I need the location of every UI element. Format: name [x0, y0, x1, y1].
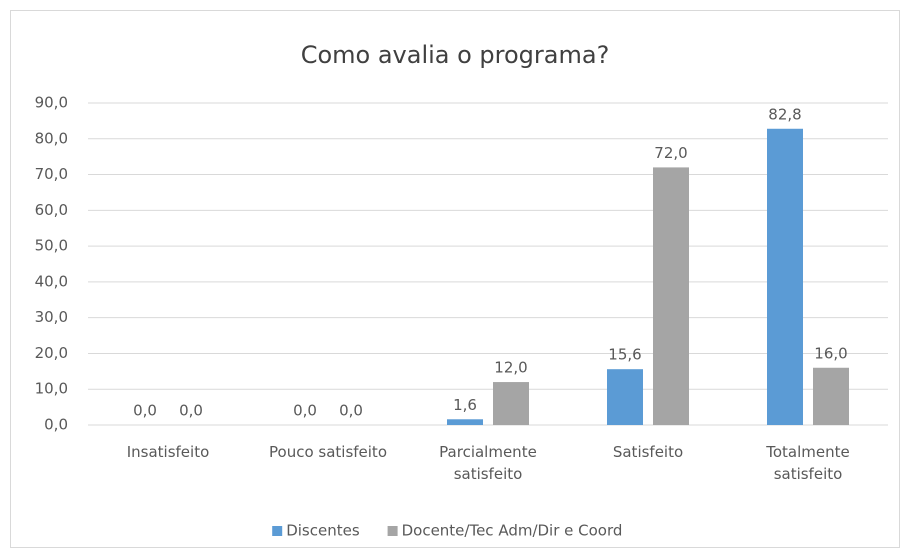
data-label: 72,0 [654, 144, 687, 162]
y-tick-label: 40,0 [35, 272, 68, 290]
legend-label: Docente/Tec Adm/Dir e Coord [402, 522, 623, 540]
x-tick-label: Parcialmente satisfeito [439, 443, 537, 483]
y-tick-label: 10,0 [35, 380, 68, 398]
data-label: 1,6 [453, 396, 477, 414]
y-tick-label: 20,0 [35, 344, 68, 362]
y-tick-label: 80,0 [35, 129, 68, 147]
y-tick-label: 70,0 [35, 165, 68, 183]
x-tick-label: Totalmente satisfeito [766, 443, 850, 483]
y-tick-label: 0,0 [44, 416, 68, 434]
bar [813, 367, 849, 425]
y-tick-label: 30,0 [35, 308, 68, 326]
legend-swatch [387, 526, 398, 536]
x-tick-label: Satisfeito [612, 443, 684, 461]
bar [493, 382, 529, 425]
y-tick-label: 60,0 [35, 201, 68, 219]
data-label: 0,0 [339, 402, 363, 420]
chart-title: Como avalia o programa? [301, 41, 610, 69]
data-label: 15,6 [608, 346, 641, 364]
legend-label: Discentes [286, 522, 360, 540]
y-tick-label: 50,0 [35, 237, 68, 255]
data-label: 0,0 [133, 402, 157, 420]
data-label: 82,8 [768, 105, 801, 123]
x-tick-label: Insatisfeito [126, 443, 210, 461]
bar [607, 369, 643, 425]
data-label: 0,0 [293, 402, 317, 420]
y-tick-label: 90,0 [35, 94, 68, 112]
legend-swatch [272, 526, 283, 536]
bar [767, 128, 803, 425]
data-label: 12,0 [494, 359, 527, 377]
x-tick-label: Pouco satisfeito [269, 443, 387, 461]
data-label: 16,0 [814, 344, 847, 362]
chart-frame [10, 10, 900, 548]
bar [653, 167, 689, 425]
bar [447, 419, 483, 425]
data-label: 0,0 [179, 402, 203, 420]
